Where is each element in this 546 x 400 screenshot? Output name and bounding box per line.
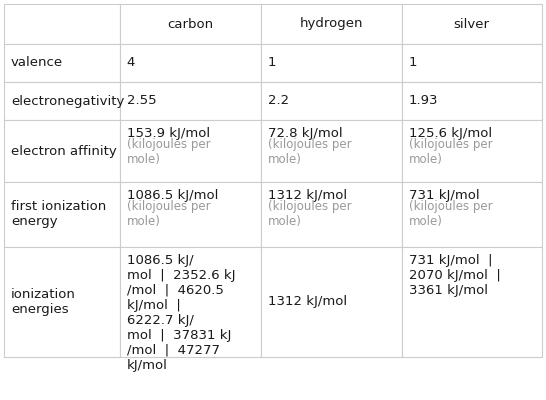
Text: 4: 4	[127, 56, 135, 70]
Bar	[120, 247, 260, 357]
Bar	[260, 247, 401, 357]
Text: 1.93: 1.93	[408, 94, 438, 108]
Text: (kilojoules per
mole): (kilojoules per mole)	[268, 200, 351, 228]
Bar	[4, 247, 120, 357]
Bar	[260, 120, 401, 182]
Text: 2.2: 2.2	[268, 94, 289, 108]
Bar	[401, 120, 542, 182]
Bar	[401, 44, 542, 82]
Text: (kilojoules per
mole): (kilojoules per mole)	[127, 138, 210, 166]
Text: 125.6 kJ/mol: 125.6 kJ/mol	[408, 127, 492, 140]
Text: 72.8 kJ/mol: 72.8 kJ/mol	[268, 127, 342, 140]
Bar	[120, 120, 260, 182]
Bar	[4, 82, 120, 120]
Bar	[120, 82, 260, 120]
Text: electron affinity: electron affinity	[11, 144, 117, 158]
Text: electronegativity: electronegativity	[11, 94, 124, 108]
Text: hydrogen: hydrogen	[299, 18, 363, 30]
Text: ionization
energies: ionization energies	[11, 288, 76, 316]
Text: 153.9 kJ/mol: 153.9 kJ/mol	[127, 127, 210, 140]
Bar	[401, 82, 542, 120]
Text: (kilojoules per
mole): (kilojoules per mole)	[127, 200, 210, 228]
Bar	[120, 4, 260, 44]
Text: 1086.5 kJ/mol: 1086.5 kJ/mol	[127, 189, 218, 202]
Text: carbon: carbon	[167, 18, 213, 30]
Text: 1312 kJ/mol: 1312 kJ/mol	[268, 296, 347, 308]
Bar	[260, 44, 401, 82]
Bar	[4, 4, 120, 44]
Text: valence: valence	[11, 56, 63, 70]
Bar	[260, 82, 401, 120]
Bar	[260, 182, 401, 247]
Bar	[120, 182, 260, 247]
Bar	[4, 44, 120, 82]
Text: 1: 1	[268, 56, 276, 70]
Bar	[401, 182, 542, 247]
Text: 1312 kJ/mol: 1312 kJ/mol	[268, 189, 347, 202]
Text: first ionization
energy: first ionization energy	[11, 200, 106, 228]
Text: 731 kJ/mol: 731 kJ/mol	[408, 189, 479, 202]
Bar	[120, 44, 260, 82]
Bar	[260, 4, 401, 44]
Text: 1: 1	[408, 56, 417, 70]
Text: 2.55: 2.55	[127, 94, 156, 108]
Bar	[401, 4, 542, 44]
Text: silver: silver	[454, 18, 490, 30]
Text: (kilojoules per
mole): (kilojoules per mole)	[408, 200, 492, 228]
Bar	[401, 247, 542, 357]
Text: 731 kJ/mol  |
2070 kJ/mol  |
3361 kJ/mol: 731 kJ/mol | 2070 kJ/mol | 3361 kJ/mol	[408, 254, 500, 297]
Text: (kilojoules per
mole): (kilojoules per mole)	[408, 138, 492, 166]
Text: 1086.5 kJ/
mol  |  2352.6 kJ
/mol  |  4620.5
kJ/mol  |
6222.7 kJ/
mol  |  37831 : 1086.5 kJ/ mol | 2352.6 kJ /mol | 4620.5…	[127, 254, 235, 372]
Bar	[4, 182, 120, 247]
Bar	[4, 120, 120, 182]
Text: (kilojoules per
mole): (kilojoules per mole)	[268, 138, 351, 166]
